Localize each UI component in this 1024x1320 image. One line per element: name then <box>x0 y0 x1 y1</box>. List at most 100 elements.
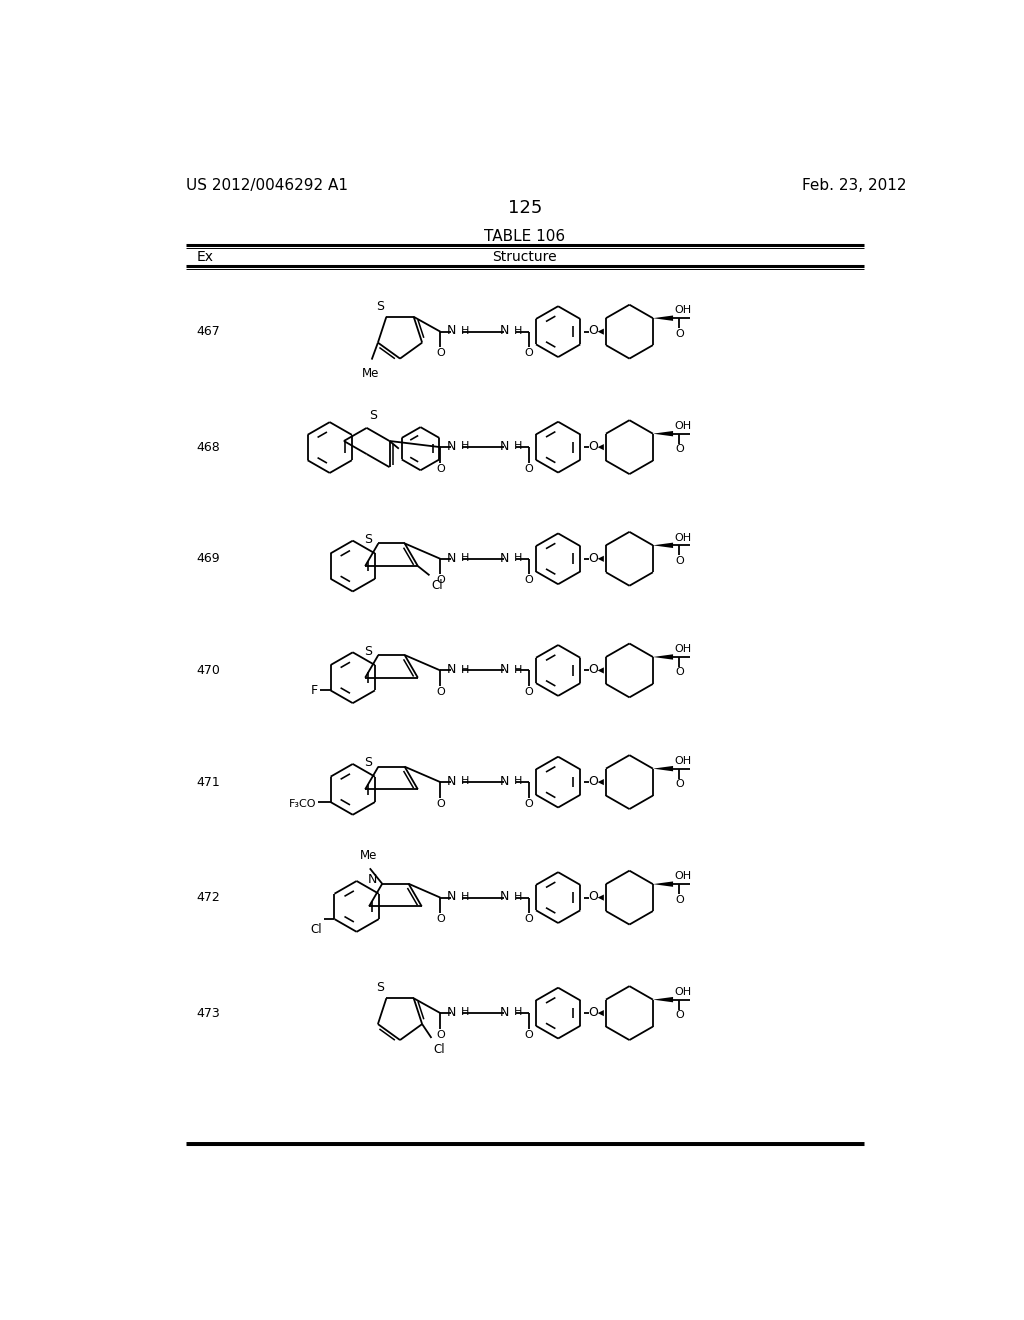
Text: 470: 470 <box>197 664 220 677</box>
Text: Cl: Cl <box>431 579 442 593</box>
Text: H: H <box>461 665 469 675</box>
Text: H: H <box>461 1007 469 1018</box>
Text: N: N <box>369 873 378 886</box>
Polygon shape <box>598 329 604 335</box>
Text: O: O <box>675 779 684 789</box>
Text: H: H <box>461 892 469 902</box>
Polygon shape <box>598 1010 604 1016</box>
Text: O: O <box>675 329 684 338</box>
Polygon shape <box>598 668 604 673</box>
Polygon shape <box>653 430 673 437</box>
Text: H: H <box>514 776 522 787</box>
Text: OH: OH <box>675 987 692 997</box>
Text: O: O <box>436 348 444 358</box>
Text: Structure: Structure <box>493 249 557 264</box>
Text: N: N <box>446 890 456 903</box>
Text: 473: 473 <box>197 1007 220 1019</box>
Text: S: S <box>365 756 372 770</box>
Text: O: O <box>588 552 598 565</box>
Text: O: O <box>524 686 534 697</box>
Text: Me: Me <box>361 367 379 380</box>
Text: O: O <box>524 463 534 474</box>
Polygon shape <box>598 779 604 785</box>
Text: N: N <box>446 775 456 788</box>
Text: H: H <box>514 1007 522 1018</box>
Text: S: S <box>376 300 384 313</box>
Text: H: H <box>514 892 522 902</box>
Text: US 2012/0046292 A1: US 2012/0046292 A1 <box>186 178 348 193</box>
Text: OH: OH <box>675 644 692 655</box>
Text: N: N <box>500 1006 509 1019</box>
Text: N: N <box>500 663 509 676</box>
Text: N: N <box>500 325 509 338</box>
Polygon shape <box>653 882 673 887</box>
Text: O: O <box>588 440 598 453</box>
Text: 125: 125 <box>508 199 542 218</box>
Text: O: O <box>675 444 684 454</box>
Text: N: N <box>500 440 509 453</box>
Polygon shape <box>653 766 673 771</box>
Text: O: O <box>524 915 534 924</box>
Text: O: O <box>588 325 598 338</box>
Text: N: N <box>500 890 509 903</box>
Text: S: S <box>365 644 372 657</box>
Text: N: N <box>446 552 456 565</box>
Text: O: O <box>675 895 684 904</box>
Text: O: O <box>436 915 444 924</box>
Text: H: H <box>514 326 522 335</box>
Text: 472: 472 <box>197 891 220 904</box>
Text: O: O <box>524 1030 534 1040</box>
Text: F₃CO: F₃CO <box>289 800 316 809</box>
Text: F: F <box>311 684 318 697</box>
Text: OH: OH <box>675 756 692 766</box>
Text: OH: OH <box>675 421 692 430</box>
Text: 467: 467 <box>197 325 220 338</box>
Text: O: O <box>675 556 684 566</box>
Text: O: O <box>436 463 444 474</box>
Polygon shape <box>653 997 673 1002</box>
Text: O: O <box>588 1006 598 1019</box>
Text: S: S <box>376 981 384 994</box>
Text: N: N <box>500 775 509 788</box>
Text: Me: Me <box>359 849 377 862</box>
Text: Feb. 23, 2012: Feb. 23, 2012 <box>802 178 906 193</box>
Text: H: H <box>461 553 469 564</box>
Text: N: N <box>446 325 456 338</box>
Text: H: H <box>514 665 522 675</box>
Text: O: O <box>675 1010 684 1020</box>
Text: O: O <box>524 799 534 809</box>
Polygon shape <box>598 556 604 562</box>
Text: 468: 468 <box>197 441 220 454</box>
Polygon shape <box>653 543 673 548</box>
Polygon shape <box>598 895 604 900</box>
Text: O: O <box>524 348 534 358</box>
Text: O: O <box>675 668 684 677</box>
Text: OH: OH <box>675 871 692 882</box>
Polygon shape <box>653 315 673 321</box>
Polygon shape <box>653 655 673 660</box>
Text: O: O <box>436 686 444 697</box>
Text: Cl: Cl <box>310 923 323 936</box>
Text: H: H <box>461 776 469 787</box>
Text: H: H <box>514 553 522 564</box>
Text: S: S <box>369 409 377 422</box>
Text: Ex: Ex <box>197 249 213 264</box>
Text: O: O <box>588 775 598 788</box>
Text: OH: OH <box>675 533 692 543</box>
Text: O: O <box>436 799 444 809</box>
Text: N: N <box>500 552 509 565</box>
Text: H: H <box>461 441 469 451</box>
Text: O: O <box>436 1030 444 1040</box>
Text: O: O <box>436 576 444 585</box>
Text: O: O <box>524 576 534 585</box>
Text: OH: OH <box>675 305 692 315</box>
Text: N: N <box>446 663 456 676</box>
Text: S: S <box>365 533 372 546</box>
Text: N: N <box>446 1006 456 1019</box>
Text: TABLE 106: TABLE 106 <box>484 230 565 244</box>
Text: Cl: Cl <box>433 1043 444 1056</box>
Polygon shape <box>598 444 604 450</box>
Text: 469: 469 <box>197 552 220 565</box>
Text: H: H <box>461 326 469 335</box>
Text: N: N <box>446 440 456 453</box>
